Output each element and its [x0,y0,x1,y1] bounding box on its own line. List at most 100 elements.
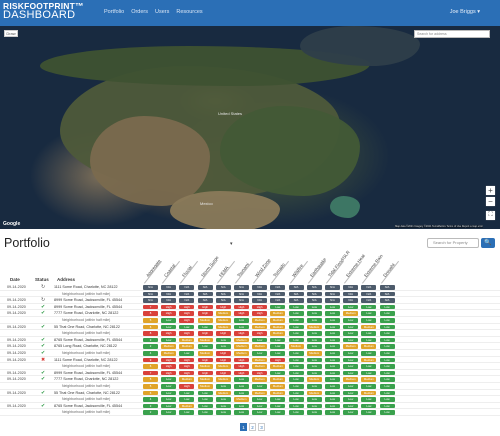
risk-badge[interactable]: Medium [234,397,249,402]
risk-badge[interactable]: Medium [270,377,286,382]
table-row[interactable]: 09-14-2020 ✔ 8999 Some Road, Jacksonville,… [0,370,500,377]
risk-badge[interactable]: Medium [197,337,213,343]
risk-badge[interactable]: Low [288,370,304,376]
row-address[interactable]: 1111 Some Road, Charlotte, NC 28122 [54,357,118,362]
risk-badge[interactable]: High [215,350,231,356]
risk-badge[interactable]: Low [306,370,322,376]
risk-badge[interactable]: Low [215,344,231,349]
risk-badge[interactable]: N/A [361,298,377,303]
risk-badge[interactable]: Low [325,410,340,415]
risk-badge[interactable]: Low [252,410,268,415]
risk-badge[interactable]: Low [288,364,304,369]
risk-badge[interactable]: Low [325,344,340,349]
risk-badge[interactable]: N/A [143,298,158,303]
risk-badge[interactable]: Low [379,344,395,349]
risk-badge[interactable]: Low [306,383,322,389]
risk-badge[interactable]: Low [379,383,395,389]
risk-badge[interactable]: Low [270,397,286,402]
risk-badge[interactable]: High [161,364,177,369]
nav-item-orders[interactable]: Orders [131,9,148,15]
table-row[interactable]: 09-14-2020 ✔ Neighborhood (within half mil… [0,350,500,357]
risk-badge[interactable]: Low [361,410,377,415]
risk-badge[interactable]: Medium [252,317,268,323]
risk-badge[interactable]: Low [197,397,213,402]
risk-badge[interactable]: Low [343,370,359,376]
risk-badge[interactable]: 4 [143,350,158,356]
risk-badge[interactable]: N/A [343,298,359,303]
risk-badge[interactable]: Low [361,364,377,369]
risk-badge[interactable]: Medium [161,350,177,356]
risk-badge[interactable]: Low [288,304,304,310]
risk-badge[interactable]: Low [270,304,286,310]
risk-badge[interactable]: N/A [143,285,158,290]
table-row[interactable]: 09-14-2020 ✔ 55 That One Road, Charlotte, … [0,324,500,331]
risk-badge[interactable]: Medium [215,377,231,382]
risk-badge[interactable]: Low [234,383,249,389]
risk-badge[interactable]: Low [379,324,395,330]
risk-badge[interactable]: High [161,370,177,376]
table-row[interactable]: Neighborhood (within half mile) 5 Low High M… [0,317,500,324]
risk-badge[interactable]: Low [288,337,304,343]
row-address[interactable]: 8765 Long Road, Charlotte, NC 28122 [54,344,117,349]
risk-badge[interactable]: Low [161,337,177,343]
risk-badge[interactable]: Medium [234,337,249,343]
page-2-button[interactable]: 2 [249,423,256,431]
risk-badge[interactable]: High [161,331,177,336]
risk-badge[interactable]: High [234,331,249,336]
risk-badge[interactable]: High [215,370,231,376]
risk-badge[interactable]: Low [288,377,304,382]
risk-badge[interactable]: Low [234,377,249,382]
risk-badge[interactable]: Low [179,350,195,356]
risk-badge[interactable]: 6 [143,390,158,396]
risk-badge[interactable]: N/A [161,298,177,303]
risk-badge[interactable]: Low [361,304,377,310]
risk-badge[interactable]: Medium [252,357,268,363]
risk-badge[interactable]: High [179,304,195,310]
risk-badge[interactable]: 7 [143,370,158,376]
risk-badge[interactable]: Low [306,357,322,363]
risk-badge[interactable]: Low [343,397,359,402]
table-row[interactable]: 09-14-2020 ✔ 7777 Some Road, Charlotte, NC… [0,376,500,383]
risk-badge[interactable]: Medium [361,357,377,363]
risk-badge[interactable]: High [197,370,213,376]
risk-badge[interactable]: N/A [179,291,195,297]
nav-item-users[interactable]: Users [155,9,170,15]
risk-badge[interactable]: High [161,357,177,363]
risk-badge[interactable]: Low [361,350,377,356]
risk-badge[interactable]: N/A [270,291,286,297]
risk-badge[interactable]: High [234,304,249,310]
risk-badge[interactable]: Medium [270,311,286,316]
col-header-status[interactable]: Status [35,277,49,282]
risk-badge[interactable]: Low [288,350,304,356]
risk-badge[interactable]: High [215,357,231,363]
risk-badge[interactable]: Low [379,350,395,356]
risk-badge[interactable]: N/A [325,298,340,303]
search-button[interactable]: 🔍 [481,238,495,248]
table-row[interactable]: 09-14-2020 ✔ 8765 Some Road, Jacksonville,… [0,403,500,410]
risk-badge[interactable]: Low [343,337,359,343]
risk-badge[interactable]: Low [270,344,286,349]
risk-badge[interactable]: N/A [379,298,395,303]
risk-badge[interactable]: N/A [325,291,340,297]
zoom-in-button[interactable]: + [486,186,495,195]
risk-badge[interactable]: High [270,357,286,363]
risk-badge[interactable]: Low [325,304,340,310]
risk-badge[interactable]: High [234,311,249,316]
risk-badge[interactable]: Low [288,383,304,389]
risk-badge[interactable]: 7 [143,304,158,310]
risk-badge[interactable]: Medium [197,317,213,323]
risk-badge[interactable]: Low [270,350,286,356]
risk-badge[interactable]: Low [234,403,249,409]
risk-badge[interactable]: Low [270,337,286,343]
risk-badge[interactable]: Low [306,397,322,402]
risk-badge[interactable]: Low [306,410,322,415]
risk-badge[interactable]: Low [379,397,395,402]
risk-badge[interactable]: 6 [143,324,158,330]
risk-badge[interactable]: N/A [234,298,249,303]
risk-badge[interactable]: Low [361,403,377,409]
risk-badge[interactable]: Low [325,370,340,376]
table-row[interactable]: 09-14-2020 ↻ 8999 Some Road, Jacksonville,… [0,297,500,304]
risk-badge[interactable]: N/A [161,291,177,297]
risk-badge[interactable]: Medium [197,383,213,389]
risk-badge[interactable]: Low [288,357,304,363]
